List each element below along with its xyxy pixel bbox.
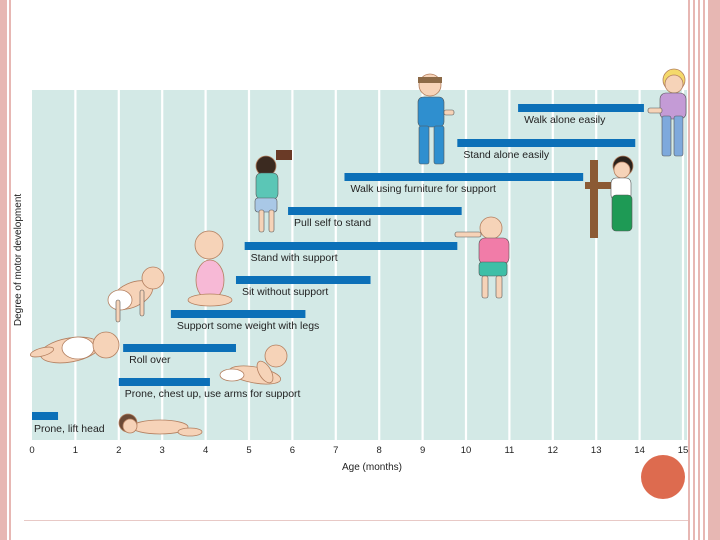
x-tick-label: 12 <box>548 445 559 456</box>
milestone-label: Stand alone easily <box>463 149 550 161</box>
milestone-label: Prone, lift head <box>34 423 105 435</box>
toddler-cruising-furniture <box>585 155 634 238</box>
milestone-label: Prone, chest up, use arms for support <box>125 388 301 400</box>
milestone-bar <box>32 412 59 420</box>
milestone-bars <box>32 104 644 420</box>
toddler-pulling-up <box>454 216 510 299</box>
x-axis-ticks: 0 1 2 3 4 5 6 7 8 9 10 11 12 13 14 15 <box>29 445 688 456</box>
slide-border-stripe <box>693 0 695 540</box>
milestone-label: Stand with support <box>251 252 338 264</box>
x-tick-label: 11 <box>504 445 514 456</box>
illustrations <box>29 68 687 437</box>
y-axis-title: Degree of motor development <box>13 194 24 327</box>
x-tick-label: 4 <box>203 445 208 456</box>
milestone-bar <box>244 242 458 250</box>
slide-border-stripe <box>0 0 7 540</box>
milestone-bar <box>170 310 306 318</box>
milestone-label: Roll over <box>129 354 171 366</box>
baby-chest-up <box>219 344 288 385</box>
milestone-bar <box>457 139 636 147</box>
milestone-label: Walk using furniture for support <box>350 183 496 195</box>
x-tick-label: 0 <box>29 445 34 456</box>
x-tick-label: 6 <box>290 445 295 456</box>
x-axis-title: Age (months) <box>342 462 402 473</box>
x-tick-label: 7 <box>333 445 338 456</box>
gridlines <box>74 90 685 440</box>
baby-sitting <box>187 230 233 307</box>
x-tick-label: 9 <box>420 445 425 456</box>
milestone-label: Pull self to stand <box>294 217 371 229</box>
baby-rolling <box>29 331 120 364</box>
milestone-labels: Prone, lift head Prone, chest up, use arm… <box>34 114 606 435</box>
slide-divider <box>24 520 688 521</box>
x-tick-label: 3 <box>160 445 165 456</box>
slide-border-stripe <box>688 0 690 540</box>
milestone-bar <box>344 173 584 181</box>
slide-border-stripe <box>703 0 705 540</box>
x-tick-label: 10 <box>461 445 472 456</box>
milestone-bar <box>518 104 644 112</box>
milestone-bar <box>118 378 210 386</box>
x-tick-label: 8 <box>377 445 382 456</box>
x-tick-label: 1 <box>73 445 78 456</box>
x-tick-label: 13 <box>591 445 602 456</box>
slide-accent-circle <box>641 455 685 499</box>
x-tick-label: 2 <box>116 445 121 456</box>
milestone-label: Walk alone easily <box>524 114 606 126</box>
toddler-reaching <box>254 150 292 233</box>
milestone-label: Sit without support <box>242 286 328 298</box>
baby-crawling <box>107 266 165 323</box>
slide-border-stripe <box>9 0 11 540</box>
slide-border-stripe <box>708 0 720 540</box>
milestone-bar <box>123 344 236 352</box>
toddler-standing <box>417 73 455 165</box>
milestone-label: Support some weight with legs <box>177 320 319 332</box>
x-tick-label: 5 <box>246 445 251 456</box>
baby-lifting-head <box>118 413 203 437</box>
x-tick-label: 14 <box>634 445 645 456</box>
slide-border-stripe <box>698 0 700 540</box>
x-tick-label: 15 <box>678 445 689 456</box>
toddler-walking <box>647 68 687 157</box>
milestone-bar <box>288 207 462 215</box>
milestone-bar <box>235 276 371 284</box>
